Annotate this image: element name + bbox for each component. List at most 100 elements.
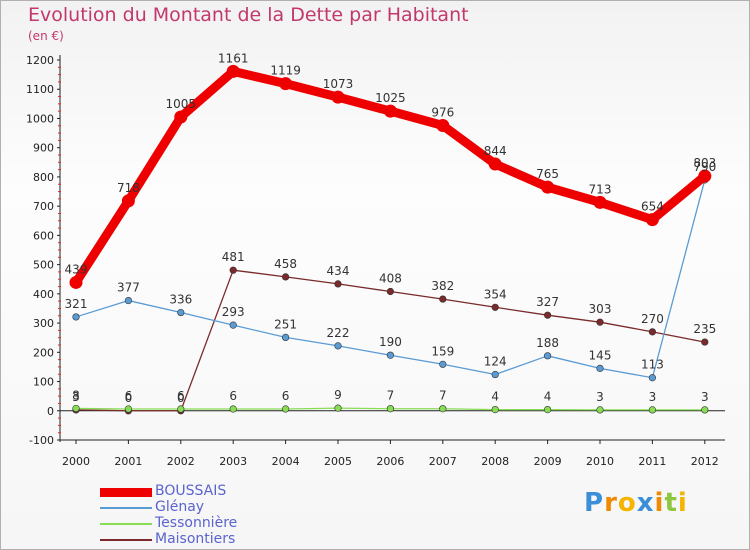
chart-title: Evolution du Montant de la Dette par Hab… bbox=[28, 4, 469, 26]
data-point bbox=[177, 308, 185, 317]
data-point bbox=[72, 404, 80, 413]
y-tick-label: 800 bbox=[33, 171, 54, 184]
data-label: 6 bbox=[177, 389, 185, 403]
axes: -100010020030040050060070080090010001100… bbox=[26, 54, 725, 468]
data-point bbox=[282, 333, 290, 342]
y-tick-label: 1200 bbox=[26, 54, 54, 67]
logo-letter: o bbox=[617, 488, 637, 518]
proxiti-logo: Proxiti bbox=[584, 488, 688, 518]
x-tick-label: 2002 bbox=[167, 455, 195, 468]
data-point bbox=[226, 64, 240, 78]
data-point bbox=[439, 295, 447, 303]
data-point bbox=[177, 405, 185, 413]
x-tick-label: 2004 bbox=[272, 455, 300, 468]
y-tick-label: 100 bbox=[33, 376, 54, 389]
data-label: 1073 bbox=[323, 77, 354, 91]
data-label: 1119 bbox=[270, 64, 301, 78]
data-label: 3 bbox=[72, 390, 80, 404]
data-point bbox=[593, 195, 607, 209]
data-label: 3 bbox=[649, 390, 657, 404]
data-label: 190 bbox=[379, 335, 402, 349]
data-label: 327 bbox=[536, 295, 559, 309]
series-glénay bbox=[72, 176, 709, 382]
x-tick-label: 2005 bbox=[324, 455, 352, 468]
data-point bbox=[69, 275, 83, 289]
data-point bbox=[488, 157, 502, 171]
data-label: 321 bbox=[65, 297, 88, 311]
data-label: 6 bbox=[125, 389, 133, 403]
y-tick-label: 600 bbox=[33, 229, 54, 242]
y-tick-label: 300 bbox=[33, 317, 54, 330]
chart-subtitle: (en €) bbox=[28, 29, 64, 43]
data-label: 439 bbox=[65, 262, 88, 276]
x-tick-label: 2008 bbox=[481, 455, 509, 468]
x-tick-label: 2009 bbox=[534, 455, 562, 468]
data-point bbox=[334, 280, 342, 288]
data-point bbox=[229, 405, 237, 413]
data-label: 654 bbox=[641, 200, 664, 214]
x-tick-label: 2003 bbox=[219, 455, 247, 468]
data-label: 1005 bbox=[166, 97, 197, 111]
data-label: 303 bbox=[589, 302, 612, 316]
data-label: 0 bbox=[177, 391, 185, 405]
logo-letter: i bbox=[654, 488, 665, 518]
data-label: 1025 bbox=[375, 91, 406, 105]
data-point bbox=[645, 213, 659, 227]
x-tick-label: 2000 bbox=[62, 455, 90, 468]
logo-letter: r bbox=[604, 488, 618, 518]
logo-letter: x bbox=[636, 488, 655, 518]
data-label: 6 bbox=[282, 389, 290, 403]
data-point bbox=[596, 406, 604, 414]
data-label: 3 bbox=[596, 390, 604, 404]
data-point bbox=[543, 311, 552, 319]
data-point bbox=[439, 360, 447, 368]
y-tick-label: 400 bbox=[33, 288, 54, 301]
data-point bbox=[386, 287, 395, 296]
data-point bbox=[543, 406, 552, 414]
data-point bbox=[648, 328, 657, 336]
series-tessonnière bbox=[72, 404, 709, 414]
data-point bbox=[648, 374, 657, 382]
x-tick-label: 2012 bbox=[691, 455, 719, 468]
data-point bbox=[701, 406, 709, 414]
data-label: 1161 bbox=[218, 51, 249, 65]
logo-letter: P bbox=[584, 488, 605, 518]
legend-label: Tessonnière bbox=[155, 515, 238, 531]
data-label: 8 bbox=[72, 388, 80, 402]
data-label: 113 bbox=[641, 358, 664, 372]
data-point bbox=[491, 370, 499, 379]
y-tick-label: 0 bbox=[47, 405, 54, 418]
data-label: 7 bbox=[387, 389, 395, 403]
data-label: 159 bbox=[431, 344, 454, 358]
data-label: 408 bbox=[379, 272, 402, 286]
y-tick-label: 500 bbox=[33, 259, 54, 272]
data-label: 251 bbox=[274, 317, 297, 331]
data-label: 481 bbox=[222, 250, 245, 264]
data-point bbox=[543, 352, 552, 360]
data-point bbox=[648, 406, 657, 414]
data-label: 124 bbox=[484, 355, 507, 369]
data-label: 4 bbox=[491, 390, 499, 404]
data-label: 235 bbox=[693, 322, 716, 336]
data-point bbox=[383, 104, 397, 118]
data-point bbox=[386, 405, 395, 413]
y-tick-label: 700 bbox=[33, 200, 54, 213]
data-label: 713 bbox=[589, 182, 612, 196]
y-tick-label: -100 bbox=[29, 434, 54, 447]
data-label: 976 bbox=[431, 105, 454, 119]
x-tick-label: 2010 bbox=[586, 455, 614, 468]
data-point bbox=[72, 313, 80, 321]
legend-label: Glénay bbox=[155, 499, 205, 515]
data-label: 9 bbox=[334, 388, 342, 402]
data-label: 718 bbox=[117, 181, 140, 195]
data-point bbox=[491, 406, 499, 414]
data-point bbox=[596, 364, 604, 372]
x-tick-label: 2007 bbox=[429, 455, 457, 468]
data-label: 354 bbox=[484, 287, 507, 301]
data-label: 790 bbox=[693, 160, 716, 174]
data-point bbox=[596, 318, 604, 326]
data-label: 377 bbox=[117, 281, 140, 295]
data-point bbox=[334, 404, 342, 412]
